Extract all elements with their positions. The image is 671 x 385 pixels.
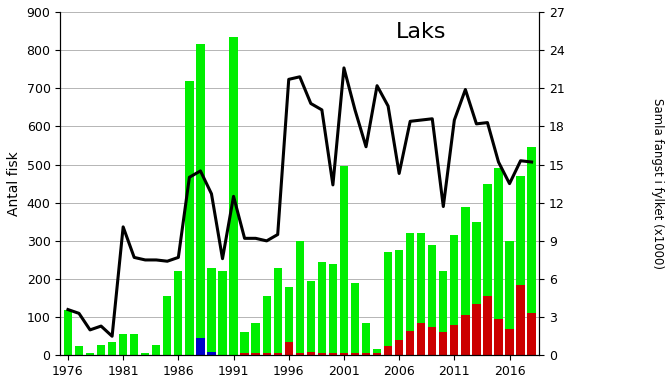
Bar <box>307 281 315 352</box>
Bar <box>340 166 348 353</box>
Bar <box>296 353 304 355</box>
Bar <box>428 327 436 355</box>
Bar <box>439 332 448 355</box>
Bar <box>174 271 183 355</box>
Bar <box>362 353 370 355</box>
Bar <box>461 206 470 315</box>
Bar <box>428 245 436 327</box>
Bar <box>373 353 381 355</box>
Bar <box>340 353 348 355</box>
Bar <box>285 342 293 355</box>
Bar <box>285 287 293 342</box>
Bar <box>207 352 215 355</box>
Bar <box>75 346 83 355</box>
Bar <box>197 338 205 355</box>
Text: Laks: Laks <box>396 22 446 42</box>
Bar <box>274 268 282 353</box>
Bar <box>329 264 337 353</box>
Bar <box>505 241 514 329</box>
Bar <box>296 241 304 353</box>
Bar <box>505 329 514 355</box>
Bar <box>274 353 282 355</box>
Bar <box>450 235 458 325</box>
Bar <box>373 349 381 353</box>
Bar <box>240 332 249 353</box>
Bar <box>229 37 238 355</box>
Bar <box>472 222 480 304</box>
Bar <box>141 353 150 355</box>
Bar <box>197 44 205 338</box>
Bar <box>495 168 503 319</box>
Bar <box>318 353 326 355</box>
Bar <box>517 285 525 355</box>
Bar <box>406 331 414 355</box>
Bar <box>262 353 271 355</box>
Bar <box>384 346 393 355</box>
Bar <box>262 296 271 353</box>
Bar <box>240 353 249 355</box>
Bar <box>86 353 94 355</box>
Bar <box>395 250 403 340</box>
Bar <box>318 262 326 353</box>
Bar <box>252 323 260 353</box>
Bar <box>362 323 370 353</box>
Bar <box>495 319 503 355</box>
Bar <box>329 353 337 355</box>
Bar <box>395 340 403 355</box>
Bar <box>97 345 105 355</box>
Bar <box>185 80 193 355</box>
Bar <box>527 313 535 355</box>
Bar <box>351 283 359 353</box>
Bar <box>207 268 215 352</box>
Bar <box>163 296 172 355</box>
Bar <box>406 233 414 331</box>
Bar <box>119 334 127 355</box>
Bar <box>483 184 492 296</box>
Bar <box>417 323 425 355</box>
Bar <box>472 304 480 355</box>
Bar <box>252 353 260 355</box>
Bar <box>307 352 315 355</box>
Bar <box>64 310 72 355</box>
Bar <box>483 296 492 355</box>
Bar <box>152 345 160 355</box>
Y-axis label: Antal fisk: Antal fisk <box>7 151 21 216</box>
Bar <box>461 315 470 355</box>
Bar <box>417 233 425 323</box>
Bar <box>527 147 535 313</box>
Bar <box>351 353 359 355</box>
Bar <box>218 271 227 355</box>
Bar <box>108 342 116 355</box>
Y-axis label: Samla fangst i fylket (x1000): Samla fangst i fylket (x1000) <box>651 98 664 269</box>
Bar <box>450 325 458 355</box>
Bar <box>384 252 393 346</box>
Bar <box>439 271 448 332</box>
Bar <box>517 176 525 285</box>
Bar <box>130 334 138 355</box>
